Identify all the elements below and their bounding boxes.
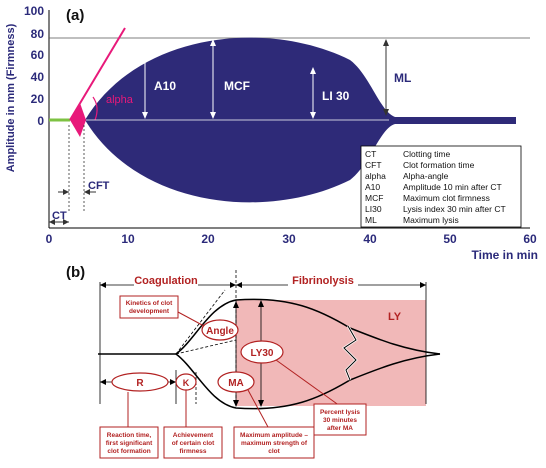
x-tick-30: 30 — [282, 232, 296, 246]
teg-trace — [98, 289, 441, 410]
legend-abbr-cft: CFT — [365, 160, 382, 170]
max-amp-line-1: Maximum amplitude – — [240, 432, 308, 439]
x-tick-20: 20 — [201, 232, 215, 246]
panel-b-label: (b) — [66, 264, 85, 281]
coagulation-label: Coagulation — [134, 275, 198, 287]
a10-marker: A10 — [142, 42, 176, 119]
legend-abbr-ct: CT — [365, 149, 376, 159]
ma-label: MA — [228, 378, 244, 389]
phase-header: Coagulation Fibrinolysis — [99, 270, 427, 404]
x-tick-40: 40 — [363, 232, 377, 246]
legend-desc-a10: Amplitude 10 min after CT — [403, 182, 502, 192]
y-tick-20: 20 — [31, 92, 45, 106]
fibrinolysis-label: Fibrinolysis — [292, 275, 354, 287]
a10-label: A10 — [154, 79, 176, 93]
ct-marker: CT — [49, 210, 69, 225]
angle-label: Angle — [206, 326, 234, 337]
kinetics-callout: Kinetics of clot development — [119, 295, 205, 327]
li30-marker: LI 30 — [310, 67, 350, 119]
percent-lysis-line-3: after MA — [327, 425, 353, 432]
legend-desc-ct: Clotting time — [403, 149, 451, 159]
mcf-marker: MCF — [210, 39, 250, 119]
y-axis-label: Amplitude in mm (Firmness) — [5, 23, 17, 172]
achievement-line-3: firmness — [179, 448, 206, 455]
percent-lysis-line-2: 30 minutes — [323, 417, 357, 424]
x-tick-50: 50 — [443, 232, 457, 246]
kinetics-line-1: Kinetics of clot — [126, 300, 173, 307]
legend-desc-ml: Maximum lysis — [403, 215, 459, 225]
ml-marker: ML — [383, 39, 411, 116]
legend-desc-mcf: Maximum clot firmness — [403, 193, 490, 203]
ly30-ellipse: LY30 — [240, 340, 284, 364]
panel-a-label: (a) — [66, 7, 84, 24]
alpha-arc — [92, 96, 98, 121]
legend-abbr-li30: LI30 — [365, 204, 382, 214]
y-tick-40: 40 — [31, 70, 45, 84]
y-tick-0: 0 — [37, 114, 44, 128]
max-amp-line-2: maximum strength of — [241, 440, 308, 447]
legend-abbr-mcf: MCF — [365, 193, 383, 203]
legend-desc-alpha: Alpha-angle — [403, 171, 449, 181]
k-label: K — [183, 378, 190, 388]
x-tick-labels: 0 10 20 30 40 50 60 — [46, 232, 537, 246]
legend-abbr-alpha: alpha — [365, 171, 386, 181]
reaction-line-2: first significant — [106, 440, 153, 447]
cft-label: CFT — [88, 180, 110, 192]
ct-label: CT — [52, 210, 67, 222]
achievement-line-1: Achievement — [173, 432, 214, 439]
li30-label: LI 30 — [322, 89, 350, 103]
legend-desc-cft: Clot formation time — [403, 160, 475, 170]
cft-marker: CFT — [58, 125, 110, 212]
reaction-line-3: clot formation — [107, 448, 150, 455]
alpha-tangent-line — [69, 27, 126, 121]
y-tick-100: 100 — [24, 4, 44, 18]
x-tick-60: 60 — [523, 232, 537, 246]
mcf-label: MCF — [224, 79, 250, 93]
y-tick-80: 80 — [31, 27, 45, 41]
x-tick-0: 0 — [46, 232, 53, 246]
percent-lysis-callout: Percent lysis 30 minutes after MA — [275, 359, 367, 436]
ma-ellipse: MA — [217, 371, 255, 393]
y-tick-labels: 100 80 60 40 20 0 — [24, 4, 44, 128]
x-axis-label: Time in min — [472, 248, 538, 262]
percent-lysis-line-1: Percent lysis — [320, 409, 360, 416]
max-amplitude-callout: Maximum amplitude – maximum strength of … — [233, 389, 315, 459]
legend-abbr-a10: A10 — [365, 182, 380, 192]
alpha-label: alpha — [106, 94, 134, 106]
r-ellipse: R — [111, 372, 169, 392]
legend: CT Clotting time CFT Clot formation time… — [360, 145, 522, 228]
max-amp-line-3: clot — [268, 448, 280, 455]
legend-abbr-ml: ML — [365, 215, 377, 225]
angle-ellipse: Angle — [201, 319, 239, 341]
kinetics-line-2: development — [129, 308, 170, 315]
achievement-callout: Achievement of certain clot firmness — [163, 390, 223, 459]
alpha-wedge — [70, 103, 86, 137]
ly30-label: LY30 — [251, 348, 274, 359]
r-label: R — [136, 378, 144, 389]
k-ellipse: K — [175, 373, 197, 391]
achievement-line-2: of certain clot — [172, 440, 215, 447]
y-tick-60: 60 — [31, 48, 45, 62]
ly-label: LY — [388, 311, 402, 323]
reaction-callout: Reaction time, first significant clot fo… — [99, 392, 159, 459]
legend-desc-li30: Lysis index 30 min after CT — [403, 204, 506, 214]
x-tick-10: 10 — [121, 232, 135, 246]
ml-label: ML — [394, 71, 411, 85]
reaction-line-1: Reaction time, — [107, 432, 152, 439]
